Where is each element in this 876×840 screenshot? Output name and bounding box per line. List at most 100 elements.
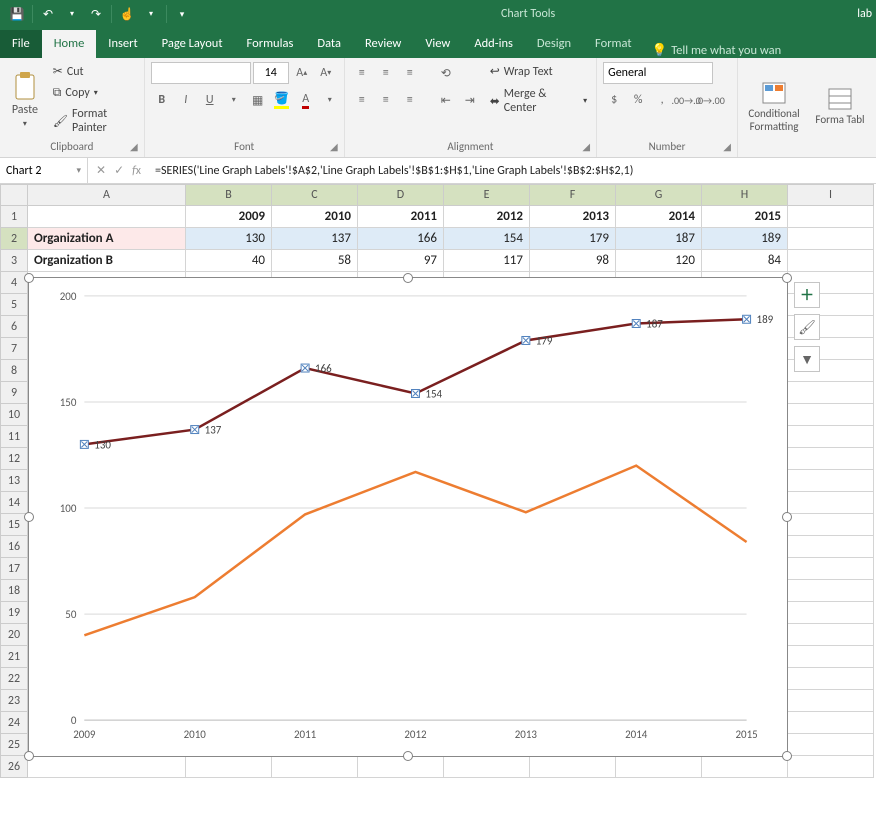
row-header[interactable]: 5 bbox=[0, 294, 28, 316]
chevron-down-icon[interactable]: ▾ bbox=[76, 165, 81, 176]
chart-styles-button[interactable]: 🖌 bbox=[794, 314, 820, 340]
font-name-input[interactable] bbox=[151, 62, 251, 84]
wrap-text-button[interactable]: ↩Wrap Text bbox=[487, 62, 590, 81]
cell[interactable]: 2012 bbox=[444, 206, 530, 228]
column-header[interactable]: I bbox=[788, 184, 874, 206]
row-header[interactable]: 23 bbox=[0, 690, 28, 712]
alignment-launcher[interactable]: ◢ bbox=[582, 140, 590, 153]
row-header[interactable]: 18 bbox=[0, 580, 28, 602]
cell[interactable]: 130 bbox=[186, 228, 272, 250]
cell[interactable] bbox=[788, 426, 874, 448]
cell[interactable]: 154 bbox=[444, 228, 530, 250]
embedded-chart[interactable]: 0501001502002009201020112012201320142015… bbox=[28, 277, 788, 757]
cell[interactable] bbox=[272, 756, 358, 778]
underline-dropdown[interactable]: ▾ bbox=[223, 89, 245, 111]
line-chart[interactable]: 0501001502002009201020112012201320142015… bbox=[29, 278, 787, 756]
clipboard-launcher[interactable]: ◢ bbox=[130, 140, 138, 153]
italic-button[interactable]: I bbox=[175, 89, 197, 111]
row-header[interactable]: 17 bbox=[0, 558, 28, 580]
column-header[interactable]: H bbox=[702, 184, 788, 206]
cut-button[interactable]: ✂Cut bbox=[50, 62, 138, 81]
cell[interactable] bbox=[788, 756, 874, 778]
cell[interactable] bbox=[788, 646, 874, 668]
cell[interactable] bbox=[788, 448, 874, 470]
cell[interactable]: Organization B bbox=[28, 250, 186, 272]
chart-handle[interactable] bbox=[782, 751, 792, 761]
cell[interactable] bbox=[788, 624, 874, 646]
cell[interactable] bbox=[788, 536, 874, 558]
row-header[interactable]: 2 bbox=[0, 228, 28, 250]
cell[interactable]: 2013 bbox=[530, 206, 616, 228]
cell[interactable] bbox=[788, 558, 874, 580]
touch-mode-icon[interactable]: ☝ bbox=[116, 3, 138, 25]
column-header[interactable]: G bbox=[616, 184, 702, 206]
cell[interactable]: 58 bbox=[272, 250, 358, 272]
underline-button[interactable]: U bbox=[199, 89, 221, 111]
orientation-button[interactable]: ⟲ bbox=[435, 62, 457, 84]
copy-button[interactable]: ⧉Copy▾ bbox=[50, 84, 138, 102]
cell[interactable] bbox=[788, 712, 874, 734]
cell[interactable] bbox=[788, 668, 874, 690]
column-header[interactable]: D bbox=[358, 184, 444, 206]
shrink-font-button[interactable]: A▾ bbox=[315, 62, 337, 84]
align-middle-button[interactable]: ≡ bbox=[375, 62, 397, 84]
row-header[interactable]: 19 bbox=[0, 602, 28, 624]
cell[interactable]: 120 bbox=[616, 250, 702, 272]
tab-page-layout[interactable]: Page Layout bbox=[150, 30, 235, 58]
paste-dropdown-icon[interactable]: ▾ bbox=[23, 119, 27, 129]
merge-center-button[interactable]: ⬌Merge & Center▾ bbox=[487, 85, 590, 117]
align-right-button[interactable]: ≡ bbox=[399, 89, 421, 111]
cell[interactable] bbox=[788, 206, 874, 228]
cell[interactable] bbox=[788, 250, 874, 272]
cell[interactable]: 2009 bbox=[186, 206, 272, 228]
tab-data[interactable]: Data bbox=[305, 30, 353, 58]
cell[interactable]: 40 bbox=[186, 250, 272, 272]
cell[interactable] bbox=[788, 404, 874, 426]
cell[interactable]: 179 bbox=[530, 228, 616, 250]
align-center-button[interactable]: ≡ bbox=[375, 89, 397, 111]
qat-customize-icon[interactable]: ▾ bbox=[171, 3, 193, 25]
redo-icon[interactable]: ↷ bbox=[85, 3, 107, 25]
column-header[interactable]: E bbox=[444, 184, 530, 206]
enter-formula-icon[interactable]: ✓ bbox=[114, 163, 124, 178]
row-header[interactable]: 14 bbox=[0, 492, 28, 514]
column-header[interactable]: C bbox=[272, 184, 358, 206]
increase-indent-button[interactable]: ⇥ bbox=[459, 89, 481, 111]
font-color-button[interactable]: A bbox=[295, 89, 317, 111]
chart-handle[interactable] bbox=[403, 751, 413, 761]
select-all-corner[interactable] bbox=[0, 184, 28, 206]
cell[interactable]: 2010 bbox=[272, 206, 358, 228]
align-left-button[interactable]: ≡ bbox=[351, 89, 373, 111]
align-bottom-button[interactable]: ≡ bbox=[399, 62, 421, 84]
cell[interactable] bbox=[788, 602, 874, 624]
cell[interactable]: 189 bbox=[702, 228, 788, 250]
chart-handle[interactable] bbox=[24, 273, 34, 283]
tell-me-search[interactable]: 💡 Tell me what you wan bbox=[652, 43, 782, 58]
row-header[interactable]: 7 bbox=[0, 338, 28, 360]
cell[interactable] bbox=[788, 492, 874, 514]
cell[interactable] bbox=[358, 756, 444, 778]
row-header[interactable]: 10 bbox=[0, 404, 28, 426]
row-header[interactable]: 12 bbox=[0, 448, 28, 470]
touch-dropdown-icon[interactable]: ▾ bbox=[140, 3, 162, 25]
cell[interactable] bbox=[788, 734, 874, 756]
format-as-table-button[interactable]: Forma Tabl bbox=[810, 62, 870, 151]
cell[interactable]: 97 bbox=[358, 250, 444, 272]
row-header[interactable]: 26 bbox=[0, 756, 28, 778]
column-header[interactable]: F bbox=[530, 184, 616, 206]
number-format-select[interactable] bbox=[603, 62, 713, 84]
chart-elements-button[interactable]: ＋ bbox=[794, 282, 820, 308]
fx-icon[interactable]: fx bbox=[132, 164, 141, 178]
cell[interactable] bbox=[530, 756, 616, 778]
row-header[interactable]: 22 bbox=[0, 668, 28, 690]
cell[interactable]: Organization A bbox=[28, 228, 186, 250]
cell[interactable] bbox=[788, 382, 874, 404]
fill-color-button[interactable]: 🪣 bbox=[271, 89, 293, 111]
row-header[interactable]: 1 bbox=[0, 206, 28, 228]
name-box[interactable]: Chart 2▾ bbox=[0, 158, 88, 183]
chart-handle[interactable] bbox=[782, 273, 792, 283]
cell[interactable]: 2014 bbox=[616, 206, 702, 228]
tab-file[interactable]: File bbox=[0, 30, 42, 58]
row-header[interactable]: 11 bbox=[0, 426, 28, 448]
column-header[interactable]: A bbox=[28, 184, 186, 206]
